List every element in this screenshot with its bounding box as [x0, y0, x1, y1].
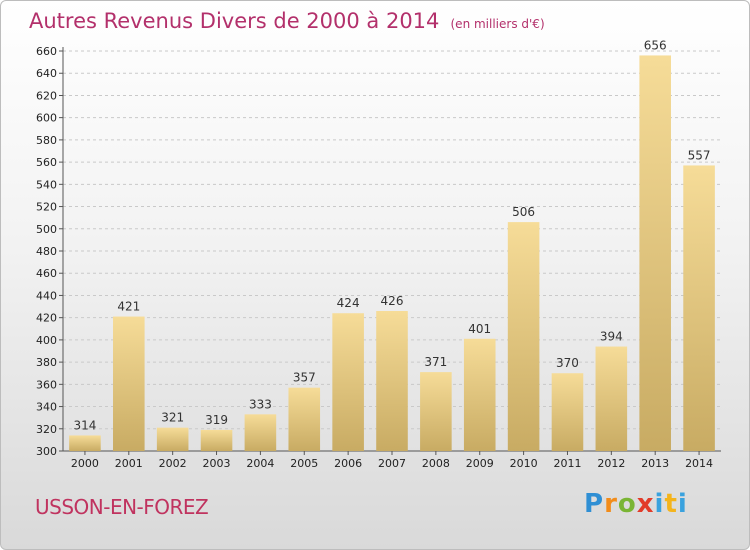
x-tick-label: 2011 [553, 457, 581, 470]
value-label: 557 [688, 148, 711, 162]
y-tick-label: 520 [36, 201, 57, 214]
bar [69, 435, 101, 451]
y-tick-label: 620 [36, 89, 57, 102]
value-label: 371 [424, 355, 447, 369]
x-tick-label: 2002 [159, 457, 187, 470]
value-label: 319 [205, 413, 228, 427]
y-tick-label: 640 [36, 67, 57, 80]
y-tick-label: 400 [36, 334, 57, 347]
x-tick-label: 2005 [290, 457, 318, 470]
y-tick-label: 380 [36, 356, 57, 369]
bar [113, 316, 145, 451]
value-label: 506 [512, 205, 535, 219]
value-label: 333 [249, 397, 272, 411]
x-tick-label: 2013 [641, 457, 669, 470]
value-label: 394 [600, 330, 623, 344]
bar [595, 346, 628, 451]
bar [156, 427, 189, 451]
value-label: 424 [337, 296, 360, 310]
y-tick-label: 480 [36, 245, 57, 258]
y-tick-label: 440 [36, 289, 57, 302]
x-tick-label: 2012 [597, 457, 625, 470]
logo-letter: P [584, 489, 605, 519]
bar [288, 387, 321, 451]
y-tick-label: 540 [36, 178, 57, 191]
logo-letter: t [664, 489, 678, 519]
bar [463, 338, 496, 451]
bar [376, 311, 408, 451]
x-tick-label: 2003 [203, 457, 231, 470]
proxiti-logo: Proxiti [584, 489, 688, 519]
city-name: USSON-EN-FOREZ [35, 495, 209, 519]
bar [551, 373, 584, 451]
bar [420, 372, 452, 451]
logo-letter: x [636, 489, 655, 519]
y-tick-label: 360 [36, 378, 57, 391]
title-text: Autres Revenus Divers de 2000 à 2014 [29, 9, 440, 33]
logo-letter: o [617, 489, 637, 519]
x-tick-label: 2009 [466, 457, 494, 470]
x-tick-label: 2007 [378, 457, 406, 470]
y-tick-label: 340 [36, 401, 57, 414]
bar [244, 414, 277, 451]
x-tick-label: 2004 [246, 457, 274, 470]
y-tick-label: 320 [36, 423, 57, 436]
x-tick-label: 2000 [71, 457, 99, 470]
y-tick-label: 660 [36, 45, 57, 58]
x-tick-label: 2010 [510, 457, 538, 470]
logo-letter: r [604, 489, 618, 519]
x-tick-label: 2014 [685, 457, 713, 470]
y-tick-label: 560 [36, 156, 57, 169]
bar [639, 55, 671, 451]
title-unit: (en milliers d'€) [450, 17, 545, 31]
x-tick-label: 2006 [334, 457, 362, 470]
value-label: 656 [644, 38, 667, 52]
chart-title: Autres Revenus Divers de 2000 à 2014 (en… [29, 9, 545, 33]
value-label: 401 [468, 322, 491, 336]
x-tick-label: 2001 [115, 457, 143, 470]
value-label: 370 [556, 356, 579, 370]
x-tick-label: 2008 [422, 457, 450, 470]
value-label: 314 [73, 418, 96, 432]
y-tick-label: 580 [36, 134, 57, 147]
logo-letter: i [654, 489, 665, 519]
bar [200, 429, 233, 451]
y-tick-label: 600 [36, 112, 57, 125]
y-tick-label: 500 [36, 223, 57, 236]
y-tick-label: 300 [36, 445, 57, 458]
bar [507, 222, 540, 451]
y-tick-label: 420 [36, 312, 57, 325]
value-label: 421 [117, 300, 140, 314]
bar [332, 313, 364, 451]
value-label: 357 [293, 371, 316, 385]
logo-letter: i [677, 489, 688, 519]
value-label: 426 [381, 294, 404, 308]
value-label: 321 [161, 411, 184, 425]
y-tick-label: 460 [36, 267, 57, 280]
bar [683, 165, 715, 451]
